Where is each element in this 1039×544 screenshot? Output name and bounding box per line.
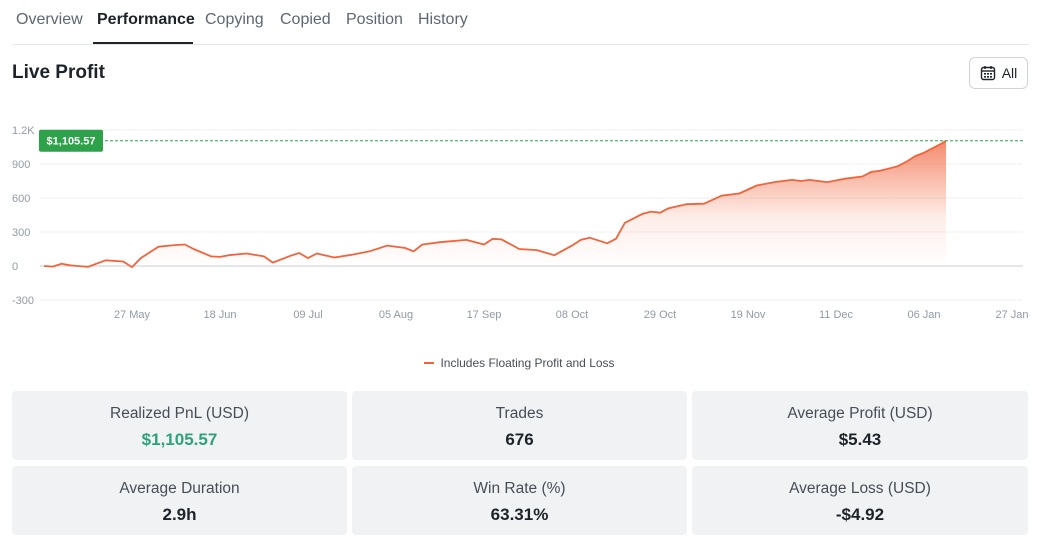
x-tick-label: 27 May <box>114 309 151 321</box>
y-tick-label: 600 <box>12 193 30 205</box>
stat-label: Average Loss (USD) <box>789 480 931 497</box>
section-title: Live Profit <box>12 62 105 83</box>
stat-value: 63.31% <box>490 505 549 524</box>
stat-label: Average Duration <box>119 480 240 497</box>
x-tick-label: 29 Oct <box>644 309 676 321</box>
stat-label: Realized PnL (USD) <box>110 405 249 422</box>
chart-canvas: 1.2K 900 600 300 0 -300 27 May 18 Jun 09 Jul 05 A… <box>12 125 1029 321</box>
y-tick-label: -300 <box>12 295 34 307</box>
stat-card-average-duration: Average Duration 2.9h <box>12 466 347 535</box>
date-range-button[interactable]: All <box>969 57 1028 89</box>
stat-label: Average Profit (USD) <box>787 405 933 422</box>
date-range-label: All <box>1001 65 1018 81</box>
current-value-label: $1,105.57 <box>47 136 96 148</box>
y-tick-label: 0 <box>12 261 18 273</box>
chart-legend: Includes Floating Profit and Loss <box>0 356 1039 370</box>
stat-card-realized-pnl: Realized PnL (USD) $1,105.57 <box>12 391 347 460</box>
y-tick-label: 1.2K <box>12 125 35 137</box>
x-tick-label: 06 Jan <box>907 309 940 321</box>
tab-history[interactable]: History <box>418 11 468 28</box>
tab-performance[interactable]: Performance <box>97 11 195 28</box>
tab-overview[interactable]: Overview <box>16 11 83 28</box>
x-tick-label: 11 Dec <box>819 309 854 321</box>
x-tick-label: 18 Jun <box>203 309 236 321</box>
live-profit-chart: 1.2K 900 600 300 0 -300 27 May 18 Jun 09 Jul 05 A… <box>0 110 1039 335</box>
stat-value: -$4.92 <box>835 505 885 524</box>
calendar-icon <box>980 65 996 81</box>
x-tick-label: 27 Jan <box>995 309 1028 321</box>
stat-card-average-loss: Average Loss (USD) -$4.92 <box>692 466 1028 535</box>
legend-swatch <box>424 362 435 364</box>
tab-position[interactable]: Position <box>346 11 403 28</box>
tab-bar: Overview Performance Copying Copied Posi… <box>12 0 1029 45</box>
stat-label: Trades <box>495 405 544 422</box>
tab-copying[interactable]: Copying <box>205 11 264 28</box>
series-line <box>43 139 947 268</box>
stat-card-trades: Trades 676 <box>352 391 687 460</box>
series-area <box>44 140 946 268</box>
stat-value: $5.43 <box>838 430 882 449</box>
x-tick-label: 08 Oct <box>556 309 588 321</box>
tab-copied[interactable]: Copied <box>280 11 331 28</box>
x-tick-label: 09 Jul <box>293 309 322 321</box>
stat-value: 2.9h <box>162 505 197 524</box>
y-tick-label: 900 <box>12 159 30 171</box>
stat-value: $1,105.57 <box>141 430 218 449</box>
stat-card-average-profit: Average Profit (USD) $5.43 <box>692 391 1028 460</box>
x-tick-label: 05 Aug <box>379 309 413 321</box>
x-tick-label: 17 Sep <box>467 309 502 321</box>
x-tick-label: 19 Nov <box>731 309 766 321</box>
stats-grid: Realized PnL (USD) $1,105.57 Trades 676 … <box>12 391 1028 536</box>
stat-label: Win Rate (%) <box>473 480 566 497</box>
stat-value: 676 <box>505 430 534 449</box>
stat-card-win-rate: Win Rate (%) 63.31% <box>352 466 687 535</box>
legend-label: Includes Floating Profit and Loss <box>440 356 615 370</box>
y-tick-label: 300 <box>12 227 30 239</box>
current-value-badge <box>39 129 103 152</box>
active-tab-indicator <box>93 42 193 44</box>
